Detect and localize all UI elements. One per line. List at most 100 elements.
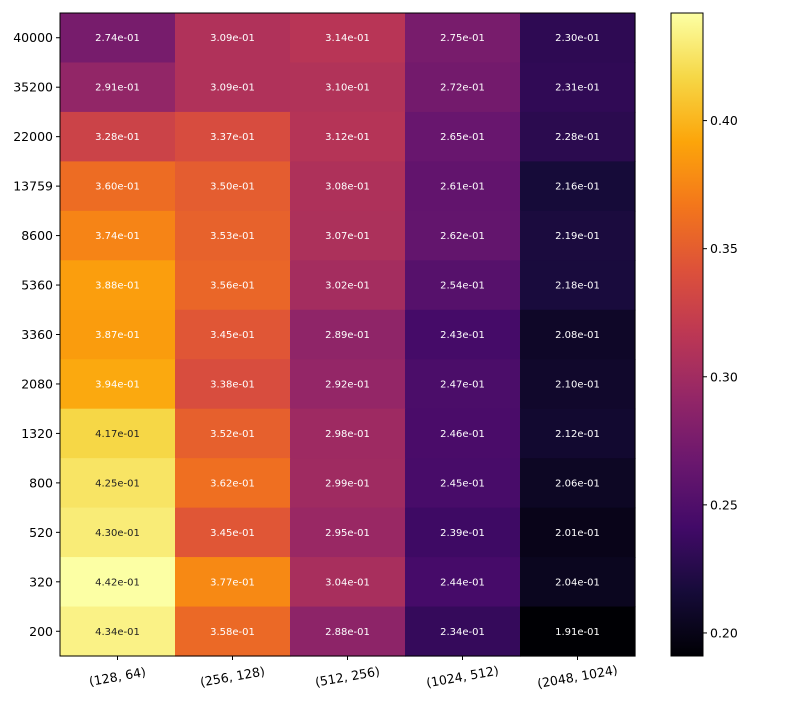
- x-tick-label: (256, 128): [199, 663, 266, 689]
- cell-value-label: 2.44e-01: [440, 577, 485, 588]
- y-tick-label: 8600: [21, 228, 53, 243]
- cell-value-label: 2.04e-01: [555, 577, 600, 588]
- cell-value-label: 3.45e-01: [210, 528, 255, 539]
- heatmap-cell: [520, 260, 636, 311]
- y-tick-label: 1320: [21, 426, 53, 441]
- cell-value-label: 3.04e-01: [325, 577, 370, 588]
- heatmap-cell: [175, 359, 291, 410]
- heatmap-cell: [405, 557, 521, 608]
- heatmap-cell: [405, 210, 521, 261]
- heatmap-cell: [175, 408, 291, 459]
- cell-value-label: 3.74e-01: [95, 231, 140, 242]
- cell-value-label: 3.45e-01: [210, 330, 255, 341]
- cell-value-label: 2.54e-01: [440, 281, 485, 292]
- heatmap-cell: [175, 210, 291, 261]
- cell-value-label: 3.58e-01: [210, 627, 255, 638]
- cell-value-label: 3.08e-01: [325, 182, 370, 193]
- cell-value-label: 3.62e-01: [210, 478, 255, 489]
- cell-value-label: 3.87e-01: [95, 330, 140, 341]
- cell-value-label: 2.74e-01: [95, 33, 140, 44]
- heatmap-cell: [520, 557, 636, 608]
- heatmap-cell: [60, 62, 176, 113]
- heatmap-cell: [520, 111, 636, 162]
- heatmap-cell: [60, 458, 176, 509]
- cell-value-label: 4.17e-01: [95, 429, 140, 440]
- heatmap-cell: [520, 309, 636, 360]
- y-tick-label: 22000: [13, 129, 53, 144]
- y-tick-label: 3360: [21, 327, 53, 342]
- y-tick-label: 13759: [13, 179, 53, 194]
- cell-value-label: 2.06e-01: [555, 478, 600, 489]
- colorbar-tick-label: 0.40: [710, 113, 738, 128]
- heatmap-cell: [290, 210, 406, 261]
- cell-value-label: 3.38e-01: [210, 379, 255, 390]
- cell-value-label: 2.46e-01: [440, 429, 485, 440]
- heatmap-cell: [175, 606, 291, 657]
- cell-value-label: 3.12e-01: [325, 132, 370, 143]
- colorbar-tick-label: 0.25: [710, 497, 738, 512]
- heatmap-cell: [405, 62, 521, 113]
- heatmap-cell: [405, 260, 521, 311]
- heatmap-cell: [405, 458, 521, 509]
- cell-value-label: 3.56e-01: [210, 281, 255, 292]
- heatmap-cell: [60, 408, 176, 459]
- heatmap-cell: [175, 260, 291, 311]
- cell-value-label: 2.47e-01: [440, 379, 485, 390]
- heatmap-cell: [60, 210, 176, 261]
- heatmap-cell: [60, 557, 176, 608]
- y-tick-label: 5360: [21, 278, 53, 293]
- cell-value-label: 2.39e-01: [440, 528, 485, 539]
- x-tick-label: (512, 256): [314, 663, 381, 689]
- heatmap-cell: [60, 260, 176, 311]
- cell-value-label: 2.10e-01: [555, 379, 600, 390]
- heatmap-cell: [175, 309, 291, 360]
- colorbar: 0.20 0.25 0.30 0.35 0.40: [670, 12, 738, 657]
- heatmap-cell: [60, 606, 176, 657]
- heatmap-cell: [520, 606, 636, 657]
- heatmap-cell: [405, 13, 521, 64]
- heatmap-cell: [290, 309, 406, 360]
- cell-value-label: 4.25e-01: [95, 478, 140, 489]
- heatmap-cell: [60, 161, 176, 212]
- cell-value-label: 3.94e-01: [95, 379, 140, 390]
- y-tick-label: 520: [29, 525, 53, 540]
- colorbar-gradient: [670, 12, 704, 657]
- cell-value-label: 3.53e-01: [210, 231, 255, 242]
- heatmap-cell: [520, 210, 636, 261]
- y-tick-label: 200: [29, 624, 53, 639]
- heatmap-cell: [175, 111, 291, 162]
- heatmap-cell: [175, 13, 291, 64]
- cell-value-label: 3.07e-01: [325, 231, 370, 242]
- heatmap-cell: [60, 111, 176, 162]
- cell-value-label: 2.34e-01: [440, 627, 485, 638]
- heatmap-cell: [60, 13, 176, 64]
- heatmap-cell: [520, 507, 636, 558]
- cell-value-label: 2.65e-01: [440, 132, 485, 143]
- heatmap-cells: [60, 13, 636, 657]
- cell-value-label: 2.30e-01: [555, 33, 600, 44]
- y-tick-label: 2080: [21, 376, 53, 391]
- cell-value-label: 2.89e-01: [325, 330, 370, 341]
- cell-value-label: 4.30e-01: [95, 528, 140, 539]
- colorbar-tick-label: 0.35: [710, 241, 738, 256]
- colorbar-tick-label: 0.30: [710, 369, 738, 384]
- cell-value-label: 2.45e-01: [440, 478, 485, 489]
- cell-value-label: 3.77e-01: [210, 577, 255, 588]
- heatmap-cell: [405, 309, 521, 360]
- heatmap-cell: [290, 557, 406, 608]
- heatmap-cell: [290, 260, 406, 311]
- heatmap-cell: [290, 359, 406, 410]
- cell-value-label: 3.60e-01: [95, 182, 140, 193]
- cell-value-label: 2.99e-01: [325, 478, 370, 489]
- cell-value-label: 3.88e-01: [95, 281, 140, 292]
- cell-value-label: 2.61e-01: [440, 182, 485, 193]
- heatmap-cell: [405, 161, 521, 212]
- cell-value-label: 2.19e-01: [555, 231, 600, 242]
- cell-value-label: 2.98e-01: [325, 429, 370, 440]
- cell-value-label: 2.92e-01: [325, 379, 370, 390]
- heatmap-cell: [60, 507, 176, 558]
- cell-value-label: 2.08e-01: [555, 330, 600, 341]
- cell-value-label: 2.72e-01: [440, 83, 485, 94]
